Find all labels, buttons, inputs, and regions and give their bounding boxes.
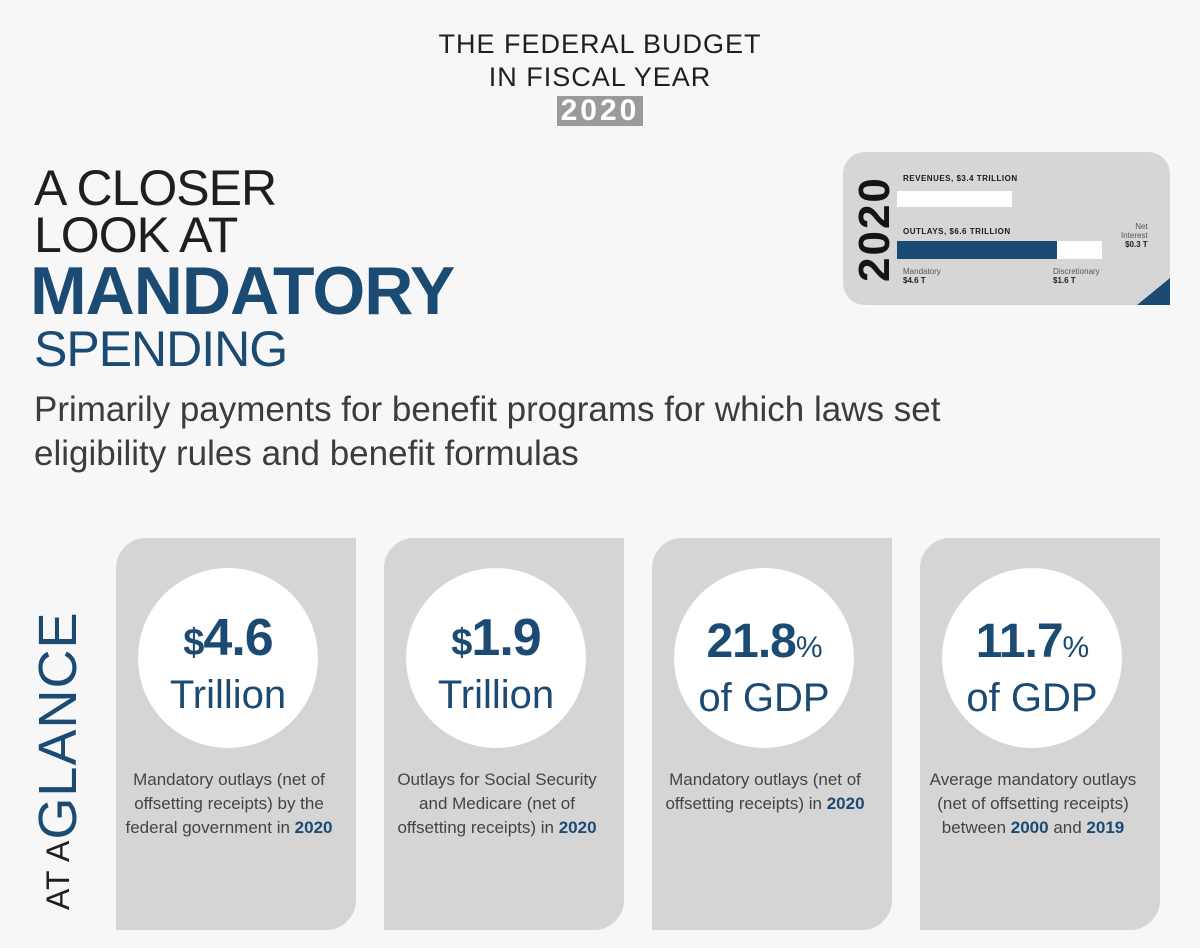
stat-description-text: Mandatory outlays (net of offsetting rec… [665,770,861,813]
stat-value: 11.7% [942,616,1122,674]
title-line-2: LOOK AT [34,207,238,263]
stat-description: Average mandatory outlays (net of offset… [924,768,1142,840]
report-heading: THE FEDERAL BUDGET IN FISCAL YEAR 2020 [0,28,1200,126]
stat-value: $4.6 [138,610,318,671]
stat-number: 1.9 [471,609,541,667]
stat-description: Mandatory outlays (net of offsetting rec… [120,768,338,840]
budget-summary-year: 2020 [850,176,899,282]
stat-description: Mandatory outlays (net of offsetting rec… [656,768,874,816]
stat-description-year: 2020 [826,794,865,813]
at-a-glance-label: AT AGLANCE [28,540,88,910]
net-interest-label-2: Interest [1121,231,1148,240]
discretionary-bar [1057,241,1102,259]
stat-description-text: Average mandatory outlays (net of offset… [929,770,1137,837]
stat-circle: $4.6 Trillion [138,568,318,748]
stat-card-mandatory-outlays: $4.6 Trillion Mandatory outlays (net of … [116,538,356,930]
stat-prefix: $ [183,622,204,664]
stat-card-social-security-medicare: $1.9 Trillion Outlays for Social Securit… [384,538,624,930]
revenues-label: REVENUES, $3.4 TRILLION [903,174,1018,183]
glance-prefix: AT A [40,839,76,910]
stat-value: $1.9 [406,610,586,671]
revenues-bar [897,191,1012,207]
stat-circle: 21.8% of GDP [674,568,854,748]
corner-triangle-icon [1137,278,1170,305]
net-interest-label: Net Interest $0.3 T [1121,222,1148,249]
glance-word: GLANCE [28,611,88,840]
mandatory-bar [897,241,1057,259]
heading-year-badge: 2020 [556,96,644,126]
stat-unit: Trillion [169,673,287,717]
mandatory-legend-label: Mandatory [903,267,941,276]
stat-description-text: Outlays for Social Security and Medicare… [397,770,597,837]
stat-circle: 11.7% of GDP [942,568,1122,748]
stat-description: Outlays for Social Security and Medicare… [388,768,606,840]
stat-unit: Trillion [437,673,555,717]
mandatory-legend: Mandatory $4.6 T [903,267,941,285]
discretionary-legend: Discretionary $1.6 T [1053,267,1100,285]
outlays-label: OUTLAYS, $6.6 TRILLION [903,227,1011,236]
net-interest-label-1: Net [1135,222,1148,231]
stat-description-year: 2020 [294,818,333,837]
stat-description-and: and [1048,818,1087,837]
stat-suffix: % [1062,631,1090,664]
stat-description-year-end: 2019 [1086,818,1125,837]
stat-number: 4.6 [203,609,273,667]
discretionary-legend-value: $1.6 T [1053,276,1076,285]
heading-line-2: IN FISCAL YEAR [488,62,712,92]
discretionary-legend-label: Discretionary [1053,267,1100,276]
heading-line-1: THE FEDERAL BUDGET [438,29,762,59]
stat-description-text: Mandatory outlays (net of offsetting rec… [125,770,325,837]
title-line-3: MANDATORY [30,253,455,329]
stat-number: 11.7 [975,615,1064,668]
net-interest-value: $0.3 T [1125,240,1148,249]
stat-value: 21.8% [674,616,854,674]
stat-prefix: $ [451,622,472,664]
stat-unit: of GDP [698,676,830,720]
stat-suffix: % [795,631,823,664]
stat-card-average-mandatory-gdp: 11.7% of GDP Average mandatory outlays (… [920,538,1160,930]
title-line-4: SPENDING [34,321,288,377]
stat-number: 21.8 [706,615,796,668]
stat-description-year-start: 2000 [1010,818,1049,837]
stat-unit: of GDP [966,676,1098,720]
budget-summary-card: 2020 [843,152,1170,305]
mandatory-legend-value: $4.6 T [903,276,926,285]
subtitle: Primarily payments for benefit programs … [34,390,941,473]
stat-card-mandatory-gdp-2020: 21.8% of GDP Mandatory outlays (net of o… [652,538,892,930]
stat-circle: $1.9 Trillion [406,568,586,748]
title-line-1: A CLOSER [34,160,277,216]
stat-description-year: 2020 [558,818,597,837]
